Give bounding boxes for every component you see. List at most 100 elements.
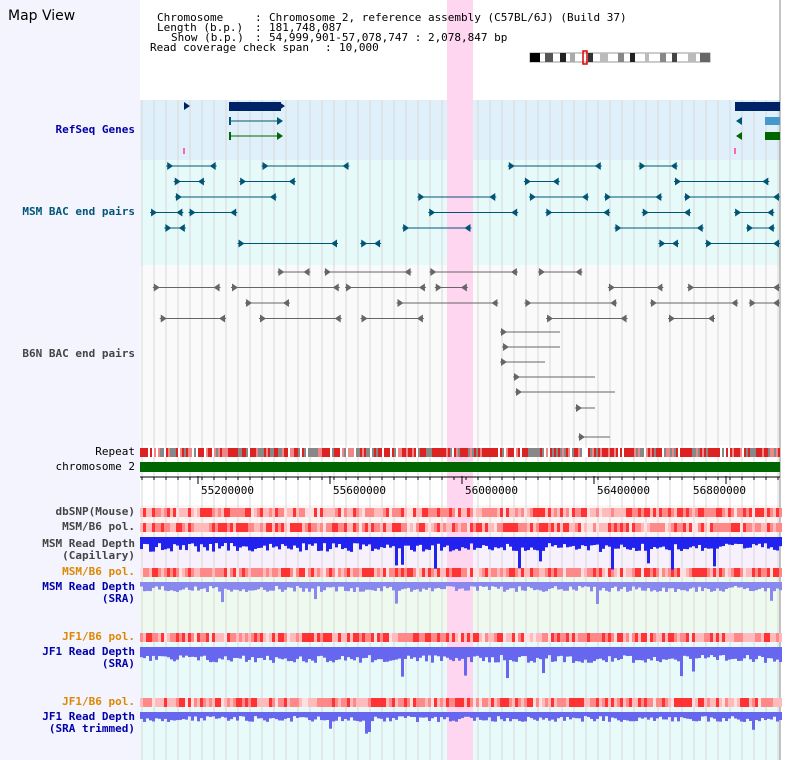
track-label-chromosome[interactable]: chromosome 2: [55, 460, 135, 473]
repeat-segment: [178, 448, 180, 457]
msm-b6-pol-bar: [470, 523, 473, 532]
track-label-b6n-bac[interactable]: B6N BAC end pairs: [22, 347, 135, 360]
b6n-bac-pair-end: [332, 283, 339, 292]
dbsnp-bar: [695, 508, 698, 517]
msm-depth-sra-bar: [248, 582, 251, 591]
track-label-refseq[interactable]: RefSeq Genes: [55, 123, 135, 136]
repeat-segment: [320, 448, 322, 457]
msm-depth-capillary-bar: [515, 537, 518, 551]
jf1-depth-sra-bar: [671, 647, 674, 659]
msm-depth-capillary-bar: [725, 537, 728, 544]
jf1-depth-sra-bar: [425, 647, 428, 662]
msm-b6-pol-2-bar: [143, 568, 146, 577]
track-label-msm-depth-sra[interactable]: MSM Read Depth (SRA): [42, 580, 135, 605]
track-label-msm-depth-capillary[interactable]: MSM Read Depth (Capillary): [42, 537, 135, 562]
jf1-b6-pol-bar: [458, 633, 461, 642]
msm-b6-pol-2-bar: [152, 568, 155, 577]
track-label-jf1-depth-trimmed[interactable]: JF1 Read Depth (SRA trimmed): [42, 710, 135, 735]
msm-b6-pol-bar: [209, 523, 212, 532]
jf1-depth-trim-bar: [218, 712, 221, 719]
msm-depth-sra-bar: [755, 582, 758, 591]
dbsnp-bar: [284, 508, 287, 517]
msm-depth-capillary-bar: [575, 537, 578, 550]
jf1-depth-trim-bar: [446, 712, 449, 718]
msm-b6-pol-bar: [725, 523, 728, 532]
jf1-b6-pol-2-bar: [305, 698, 308, 707]
jf1-b6-pol-2-bar: [578, 698, 581, 707]
jf1-depth-trim-bar: [608, 712, 611, 722]
ideogram-position-marker: [582, 50, 588, 65]
dbsnp-bar: [200, 508, 203, 517]
msm-b6-pol-2-bar: [551, 568, 554, 577]
msm-b6-pol-bar: [701, 523, 704, 532]
jf1-depth-trim-bar: [347, 712, 350, 721]
jf1-b6-pol-bar: [605, 633, 608, 642]
track-label-jf1-b6-pol-2[interactable]: JF1/B6 pol.: [62, 695, 135, 708]
repeat-segment: [744, 448, 746, 457]
dbsnp-bar: [707, 508, 710, 517]
track-label-jf1-b6-pol[interactable]: JF1/B6 pol.: [62, 630, 135, 643]
refseq-exon: [229, 132, 231, 140]
msm-b6-pol-2-bar: [236, 568, 239, 577]
dbsnp-bar: [659, 508, 662, 517]
msm-depth-sra-bar: [692, 582, 695, 588]
dbsnp-bar: [494, 508, 497, 517]
msm-bac-pair-end: [615, 224, 622, 232]
msm-depth-sra-bar: [311, 582, 314, 589]
msm-b6-pol-2-bar: [212, 568, 215, 577]
repeat-segment: [232, 448, 234, 457]
jf1-depth-sra-bar: [278, 647, 281, 659]
track-label-msm-b6-pol-2[interactable]: MSM/B6 pol.: [62, 565, 135, 578]
msm-b6-pol-2-bar: [776, 568, 779, 577]
msm-depth-capillary-bar: [629, 537, 632, 550]
track-label-repeat[interactable]: Repeat: [95, 445, 135, 458]
repeat-segment: [260, 448, 262, 457]
repeat-segment: [162, 448, 164, 457]
track-label-jf1-depth-sra[interactable]: JF1 Read Depth (SRA): [42, 645, 135, 670]
repeat-segment: [366, 448, 368, 457]
repeat-segment: [468, 448, 470, 457]
msm-depth-sra-bar: [380, 582, 383, 592]
jf1-depth-trim-bar: [752, 712, 755, 730]
jf1-b6-pol-2-bar: [659, 698, 662, 707]
msm-depth-capillary-bar: [668, 537, 671, 551]
repeat-segment: [708, 448, 710, 457]
track-label-msm-bac[interactable]: MSM BAC end pairs: [22, 205, 135, 218]
msm-depth-capillary-bar: [410, 537, 413, 550]
track-label-dbsnp[interactable]: dbSNP(Mouse): [55, 505, 135, 518]
jf1-b6-pol-2-bar: [770, 698, 773, 707]
repeat-segment: [760, 448, 762, 457]
msm-depth-capillary-bar: [590, 537, 593, 546]
dbsnp-bar: [512, 508, 515, 517]
ideogram-band: [618, 53, 624, 62]
msm-b6-pol-2-bar: [290, 568, 293, 577]
jf1-b6-pol-2-bar: [386, 698, 389, 707]
msm-depth-capillary-bar: [200, 537, 203, 545]
msm-depth-capillary-bar: [728, 537, 731, 545]
jf1-depth-sra-bar: [293, 647, 296, 663]
repeat-segment: [572, 448, 574, 457]
msm-b6-pol-bar: [182, 523, 185, 532]
msm-b6-pol-2-bar: [554, 568, 557, 577]
jf1-depth-sra-bar: [485, 647, 488, 658]
b6n-bac-pair-end: [259, 314, 266, 323]
jf1-b6-pol-bar: [161, 633, 164, 642]
msm-b6-pol-bar: [683, 523, 686, 532]
jf1-depth-sra-bar: [638, 647, 641, 661]
msm-depth-capillary-bar: [692, 537, 695, 547]
repeat-segment: [604, 448, 606, 457]
axis-tick-label: 56800000: [693, 484, 746, 497]
jf1-depth-sra-bar: [158, 647, 161, 657]
jf1-b6-pol-2-bar: [425, 698, 428, 707]
b6n-bac-pair-end: [773, 283, 779, 292]
msm-b6-pol-bar: [746, 523, 749, 532]
msm-b6-pol-bar: [779, 523, 782, 532]
jf1-b6-pol-2-bar: [203, 698, 206, 707]
jf1-depth-trim-bar: [188, 712, 191, 717]
jf1-depth-sra-bar: [350, 647, 353, 660]
jf1-b6-pol-bar: [758, 633, 761, 642]
jf1-b6-pol-2-bar: [653, 698, 656, 707]
track-label-msm-b6-pol[interactable]: MSM/B6 pol.: [62, 520, 135, 533]
msm-depth-capillary-bar: [734, 537, 737, 544]
